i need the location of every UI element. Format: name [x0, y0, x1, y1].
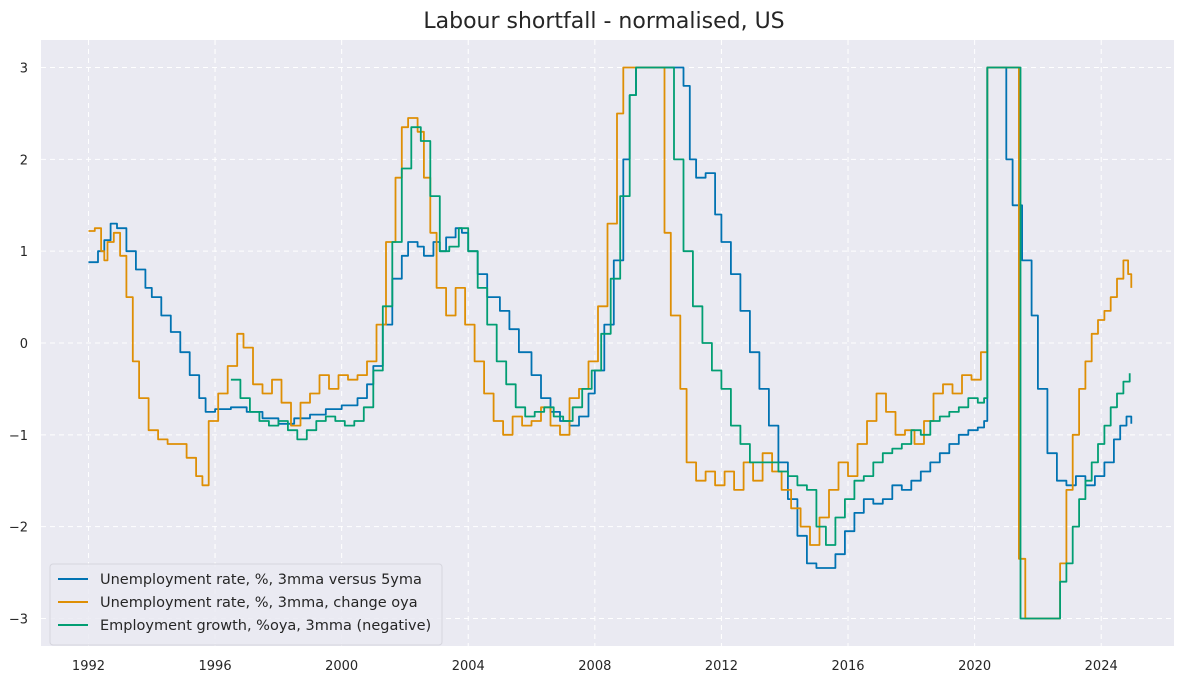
legend: Unemployment rate, %, 3mma versus 5yma Un… [49, 563, 443, 646]
x-tick-label: 2012 [705, 659, 738, 674]
legend-label: Unemployment rate, %, 3mma versus 5yma [100, 572, 422, 588]
y-tick-label: −3 [9, 612, 28, 627]
x-tick-label: 1996 [199, 659, 232, 674]
x-tick-label: 2004 [452, 659, 485, 674]
plot-area [41, 40, 1174, 646]
x-tick-label: 1992 [72, 659, 105, 674]
series-line-2 [88, 66, 1133, 620]
legend-box [49, 563, 443, 646]
series-layer [88, 66, 1133, 620]
gridlines [41, 40, 1174, 646]
x-tick-label: 2024 [1085, 659, 1118, 674]
y-axis-ticks: 3 2 1 0 −1 −2 −3 [9, 62, 28, 628]
y-tick-label: 3 [20, 62, 28, 77]
legend-label: Employment growth, %oya, 3mma (negative) [100, 618, 431, 634]
series-line-1 [88, 66, 1133, 569]
y-tick-label: 1 [20, 245, 28, 260]
x-tick-label: 2000 [325, 659, 358, 674]
legend-label: Unemployment rate, %, 3mma, change oya [100, 595, 418, 611]
series-line-3 [230, 66, 1131, 620]
y-tick-label: 0 [20, 337, 28, 352]
y-tick-label: 2 [20, 153, 28, 168]
x-tick-label: 2020 [958, 659, 991, 674]
x-axis-ticks: 1992 1996 2000 2004 2008 2012 2016 2020 2024 [72, 659, 1118, 674]
x-tick-label: 2016 [831, 659, 864, 674]
chart-title: Labour shortfall - normalised, US [423, 9, 784, 34]
y-tick-label: −1 [9, 429, 28, 444]
y-tick-label: −2 [9, 521, 28, 536]
x-tick-label: 2008 [578, 659, 611, 674]
